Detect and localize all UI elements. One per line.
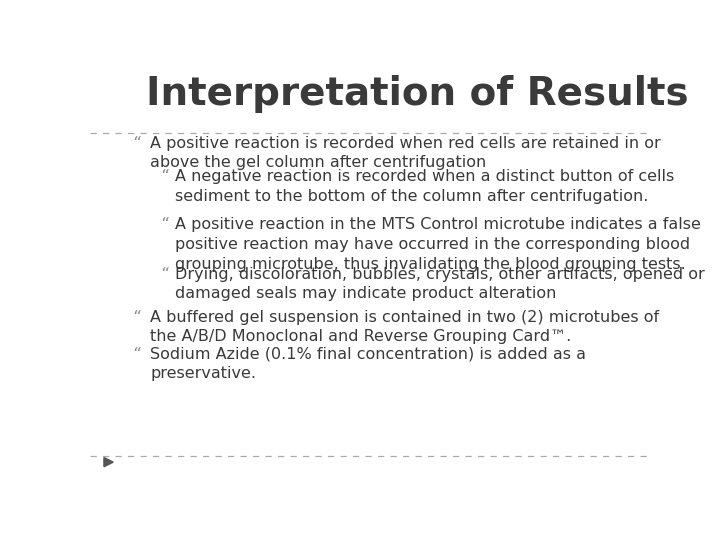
Text: Sodium Azide (0.1% final concentration) is added as a
preservative.: Sodium Azide (0.1% final concentration) … xyxy=(150,347,587,381)
Text: A positive reaction in the MTS Control microtube indicates a false
positive reac: A positive reaction in the MTS Control m… xyxy=(175,217,701,272)
Text: “: “ xyxy=(160,266,168,283)
Text: “: “ xyxy=(132,135,141,152)
Text: “: “ xyxy=(160,217,168,233)
Text: “: “ xyxy=(160,168,168,185)
Text: “: “ xyxy=(132,346,141,363)
Text: Interpretation of Results: Interpretation of Results xyxy=(145,75,688,113)
Text: A buffered gel suspension is contained in two (2) microtubes of
the A/B/D Monocl: A buffered gel suspension is contained i… xyxy=(150,309,660,345)
Polygon shape xyxy=(104,457,113,467)
Text: A positive reaction is recorded when red cells are retained in or
above the gel : A positive reaction is recorded when red… xyxy=(150,136,661,171)
Text: “: “ xyxy=(132,309,141,326)
Text: Drying, discoloration, bubbles, crystals, other artifacts, opened or
damaged sea: Drying, discoloration, bubbles, crystals… xyxy=(175,267,705,301)
Text: A negative reaction is recorded when a distinct button of cells
sediment to the : A negative reaction is recorded when a d… xyxy=(175,168,675,204)
